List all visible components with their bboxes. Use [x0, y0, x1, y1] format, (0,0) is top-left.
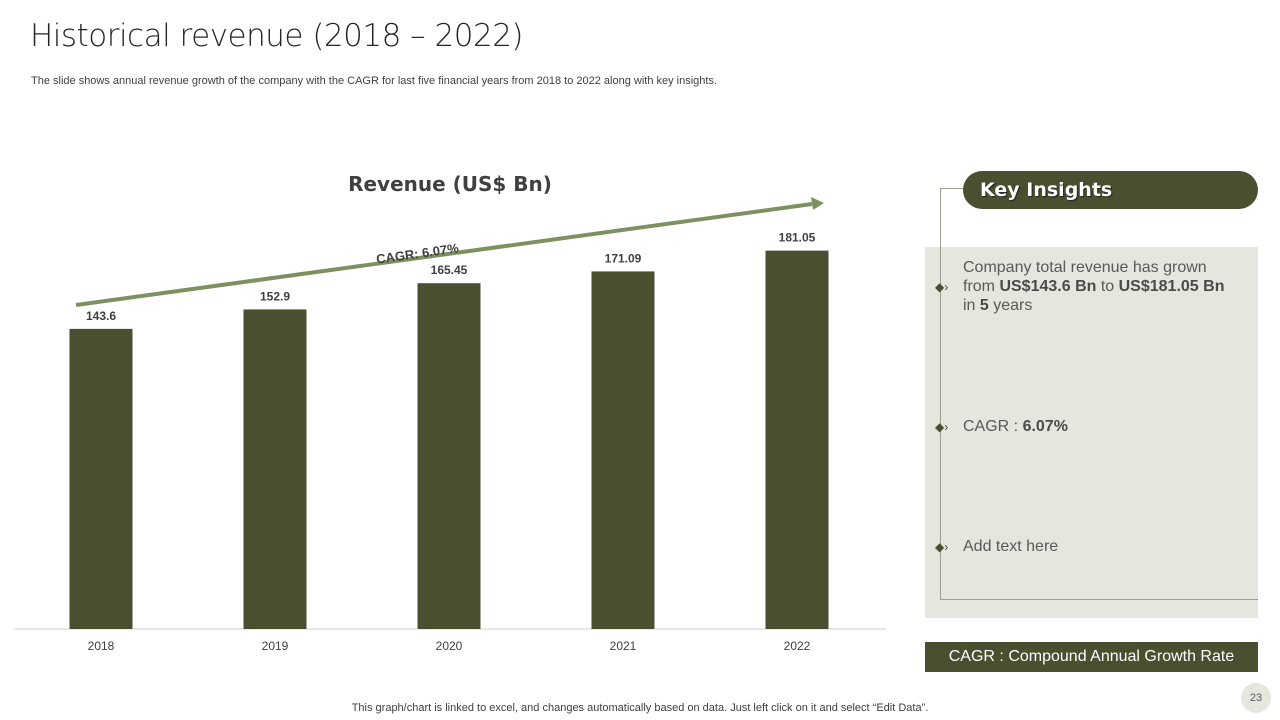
cagr-definition: CAGR : Compound Annual Growth Rate: [925, 642, 1258, 672]
diamond-arrow-icon: ◆›: [935, 280, 949, 294]
divider: [940, 188, 965, 189]
x-tick-label: 2022: [784, 639, 811, 653]
bar-2020[interactable]: [417, 283, 481, 629]
bar-2018[interactable]: [69, 328, 133, 629]
x-tick-label: 2020: [436, 639, 463, 653]
data-label: 152.9: [260, 289, 290, 303]
x-tick-label: 2018: [88, 639, 115, 653]
data-label: 165.45: [431, 263, 468, 277]
cagr-arrow: [75, 202, 813, 307]
bar-2019[interactable]: [243, 309, 307, 629]
page-title: Historical revenue (2018 – 2022): [30, 18, 524, 54]
insight-item: ◆› Add text here: [935, 538, 1059, 555]
cagr-arrow-head: [811, 197, 824, 210]
page-number: 23: [1241, 683, 1271, 713]
insight-item: ◆› Company total revenue has grown from …: [935, 259, 1225, 314]
chart-title: Revenue (US$ Bn): [348, 172, 552, 196]
x-tick-label: 2021: [610, 639, 637, 653]
divider: [940, 599, 1258, 600]
data-label: 143.6: [86, 309, 116, 323]
data-label: 181.05: [779, 231, 816, 245]
bar-2021[interactable]: [591, 271, 655, 629]
insight-item: ◆› CAGR : 6.07%: [935, 418, 1068, 435]
x-tick-label: 2019: [262, 639, 289, 653]
insights-panel: [925, 247, 1258, 618]
diamond-arrow-icon: ◆›: [935, 420, 949, 434]
bar-2022[interactable]: [765, 250, 829, 629]
key-insights-header: Key Insights: [963, 171, 1258, 209]
revenue-bar-chart[interactable]: 143.6 2018 152.9 2019 165.45 2020 171.09 2021 18…: [0, 160, 900, 670]
divider: [940, 188, 941, 600]
footer-note: This graph/chart is linked to excel, and…: [351, 702, 929, 714]
page-subtitle: The slide shows annual revenue growth of…: [31, 75, 718, 87]
data-label: 171.09: [605, 251, 642, 265]
diamond-arrow-icon: ◆›: [935, 540, 949, 554]
